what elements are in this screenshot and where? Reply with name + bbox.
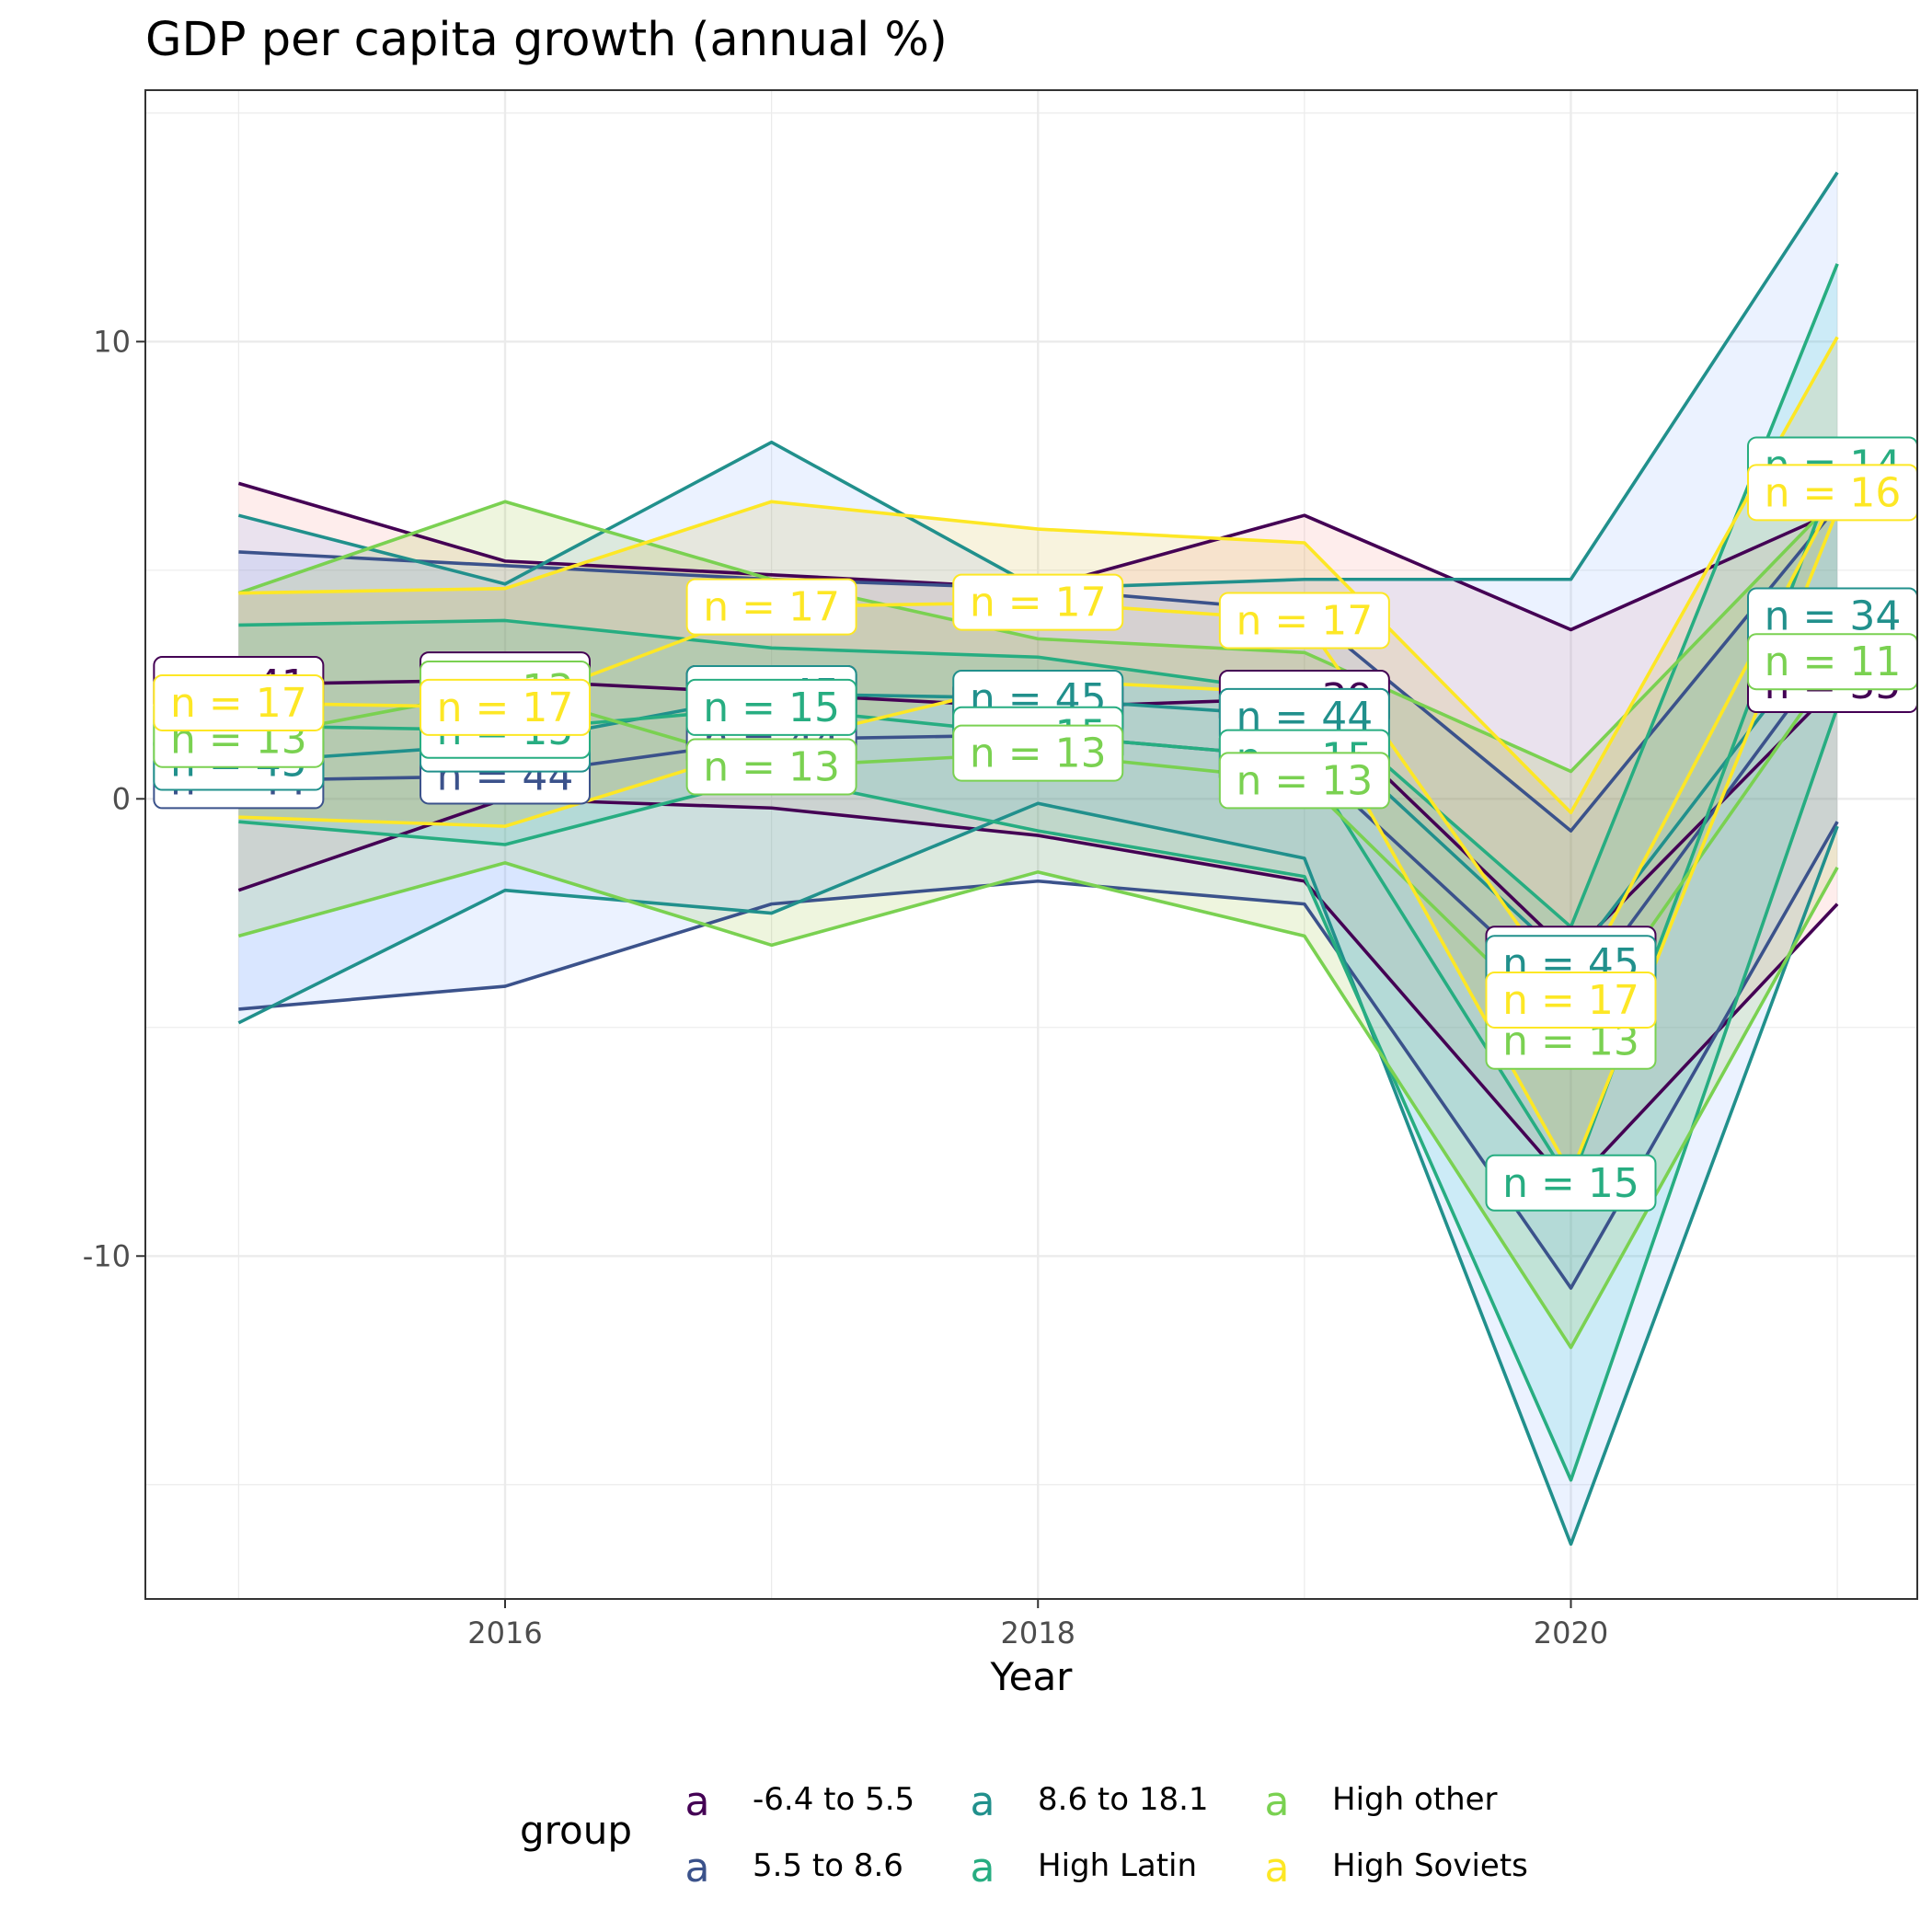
n-label-text: n = 17 bbox=[1236, 597, 1374, 644]
n-label-text: n = 13 bbox=[1236, 757, 1374, 804]
line-upper-High other bbox=[237, 496, 1839, 774]
legend-label: 8.6 to 18.1 bbox=[1038, 1781, 1209, 1818]
n-label-box bbox=[685, 678, 857, 736]
n-label: n = 15 bbox=[1485, 1154, 1657, 1212]
n-label-text: n = 17 bbox=[170, 680, 307, 727]
n-label-box bbox=[419, 678, 591, 736]
legend-key: a bbox=[685, 1778, 710, 1825]
n-label-box bbox=[1485, 1154, 1657, 1212]
n-label-text: n = 15 bbox=[703, 684, 840, 731]
legend-key: a bbox=[971, 1845, 995, 1892]
legend-key: a bbox=[685, 1845, 710, 1892]
n-label-text: n = 13 bbox=[703, 744, 840, 791]
legend-label: 5.5 to 8.6 bbox=[753, 1847, 903, 1884]
legend-item: a 5.5 to 8.6 bbox=[685, 1845, 903, 1892]
n-label-box bbox=[1218, 592, 1390, 650]
legend-label: High Latin bbox=[1038, 1847, 1197, 1884]
band-High other bbox=[238, 497, 1838, 1348]
n-label-box bbox=[685, 578, 857, 636]
band-5.5 to 8.6 bbox=[238, 506, 1838, 1289]
legend-key: a bbox=[1265, 1778, 1290, 1825]
legend-key: a bbox=[1265, 1845, 1290, 1892]
line-lower-8.6 to 18.1 bbox=[237, 801, 1839, 1547]
x-axis-title: Year bbox=[990, 1654, 1074, 1699]
n-label: n = 13 bbox=[952, 724, 1124, 782]
n-label: n = 17 bbox=[419, 678, 591, 736]
n-label: n = 34 bbox=[1747, 587, 1918, 645]
n-label-box bbox=[1218, 752, 1390, 810]
n-label-box bbox=[153, 673, 325, 731]
y-tick-label: -10 bbox=[83, 1238, 131, 1273]
n-labels: n = 41n = 44n = 45n = 45n = 39n = 38n = … bbox=[153, 436, 1918, 1212]
legend-item: a High Latin bbox=[971, 1845, 1198, 1892]
line-upper-High Soviets bbox=[238, 336, 1839, 815]
n-label: n = 13 bbox=[1218, 752, 1390, 810]
chart-title: GDP per capita growth (annual %) bbox=[145, 13, 948, 67]
axes: 2016 2018 2020 10 0 -10 bbox=[83, 324, 1608, 1650]
n-label: n = 17 bbox=[153, 673, 325, 731]
n-label: n = 16 bbox=[1747, 464, 1918, 522]
n-label-text: n = 17 bbox=[437, 684, 574, 731]
legend-item: a High Soviets bbox=[1265, 1845, 1528, 1892]
n-label: n = 17 bbox=[1485, 971, 1657, 1029]
legend-key: a bbox=[971, 1778, 995, 1825]
n-label: n = 17 bbox=[1218, 592, 1390, 650]
n-label: n = 15 bbox=[685, 678, 857, 736]
legend-label: -6.4 to 5.5 bbox=[753, 1781, 914, 1818]
grid-lines bbox=[145, 90, 1917, 1599]
n-label-text: n = 15 bbox=[1502, 1160, 1639, 1207]
legend-items: a -6.4 to 5.5 a 5.5 to 8.6 a 8.6 to 18.1 a High… bbox=[685, 1778, 1528, 1892]
legend-item: a 8.6 to 18.1 bbox=[971, 1778, 1209, 1825]
n-label-text: n = 16 bbox=[1765, 469, 1902, 516]
x-tick-label: 2018 bbox=[1001, 1616, 1075, 1650]
legend-title: group bbox=[520, 1808, 632, 1853]
n-label-box bbox=[685, 738, 857, 796]
line-lower-High Latin bbox=[238, 707, 1839, 1482]
n-label: n = 13 bbox=[685, 738, 857, 796]
line-lower-High other bbox=[237, 861, 1839, 1350]
y-tick-label: 0 bbox=[112, 781, 131, 816]
x-tick-label: 2016 bbox=[467, 1616, 542, 1650]
n-label-text: n = 13 bbox=[970, 730, 1107, 777]
line-lower-5.5 to 8.6 bbox=[238, 821, 1839, 1290]
n-label-text: n = 11 bbox=[1765, 638, 1902, 685]
n-label-text: n = 34 bbox=[1765, 593, 1902, 640]
legend: group a -6.4 to 5.5 a 5.5 to 8.6 a 8.6 to 18.… bbox=[520, 1778, 1528, 1892]
n-label-text: n = 17 bbox=[703, 584, 840, 631]
n-label-box bbox=[952, 724, 1124, 782]
y-tick-label: 10 bbox=[93, 324, 131, 359]
n-label: n = 11 bbox=[1747, 633, 1918, 691]
n-label-box bbox=[1485, 971, 1657, 1029]
legend-item: a -6.4 to 5.5 bbox=[685, 1778, 915, 1825]
legend-label: High other bbox=[1332, 1781, 1498, 1818]
n-label-text: n = 17 bbox=[1502, 977, 1639, 1024]
n-label: n = 17 bbox=[952, 573, 1124, 631]
panel-border bbox=[144, 89, 1918, 1600]
legend-item: a High other bbox=[1265, 1778, 1498, 1825]
legend-label: High Soviets bbox=[1332, 1847, 1528, 1884]
x-tick-label: 2020 bbox=[1534, 1616, 1608, 1650]
n-label-box bbox=[952, 573, 1124, 631]
n-label-text: n = 17 bbox=[970, 580, 1107, 627]
n-label: n = 17 bbox=[685, 578, 857, 636]
plot-panel: n = 41n = 44n = 45n = 45n = 39n = 38n = … bbox=[145, 90, 1918, 1599]
